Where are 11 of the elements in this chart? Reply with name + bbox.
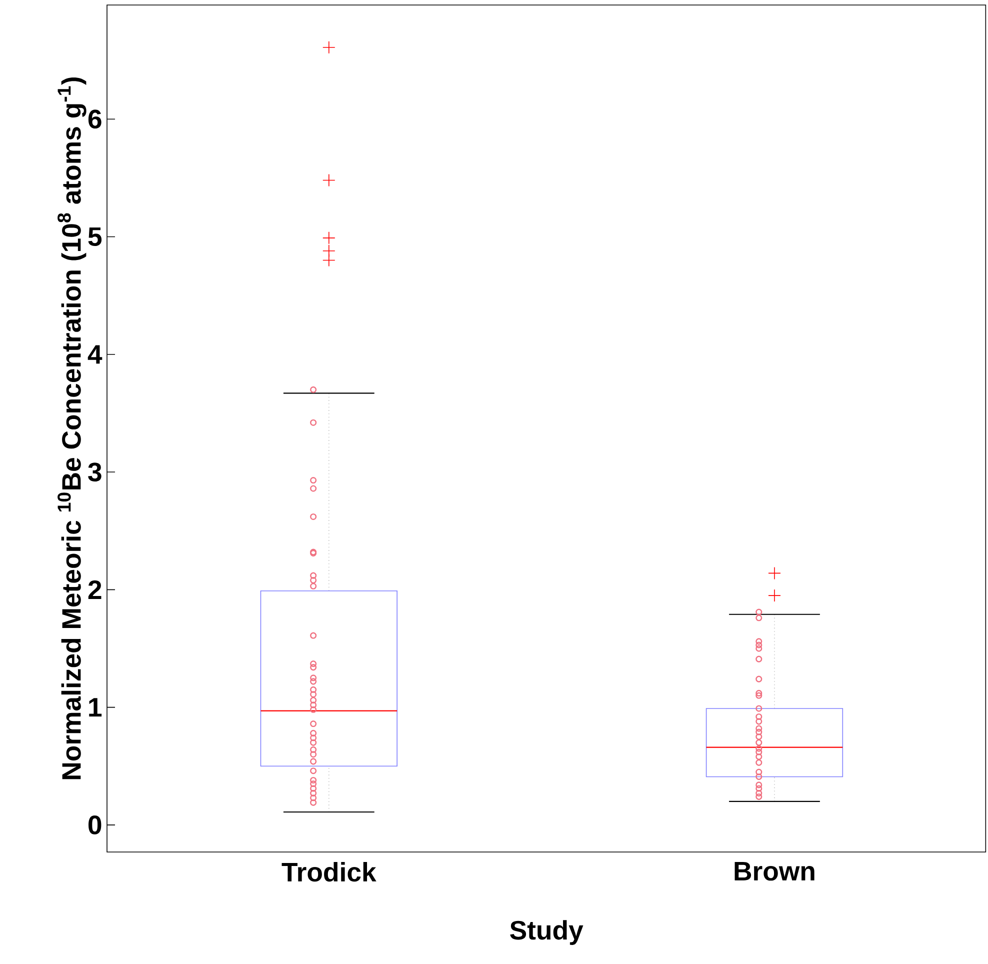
x-tick-label: Brown: [734, 862, 814, 881]
y-tick-label: 6: [88, 110, 102, 129]
x-axis-title: Study: [510, 920, 584, 945]
y-tick-label: 0: [88, 816, 102, 834]
y-tick-label: 4: [88, 345, 102, 364]
y-tick-label: 2: [88, 580, 102, 599]
y-axis-title: Normalized Meteoric $^{10}$Be Concentration (10$^{8}$ atoms g$^{-1}$): [58, 78, 86, 780]
x-tick-label: Trodick: [282, 862, 376, 882]
y-tick-label: 1: [89, 698, 102, 716]
y-tick-label: 3: [88, 462, 102, 482]
y-tick-label: 5: [88, 227, 102, 246]
